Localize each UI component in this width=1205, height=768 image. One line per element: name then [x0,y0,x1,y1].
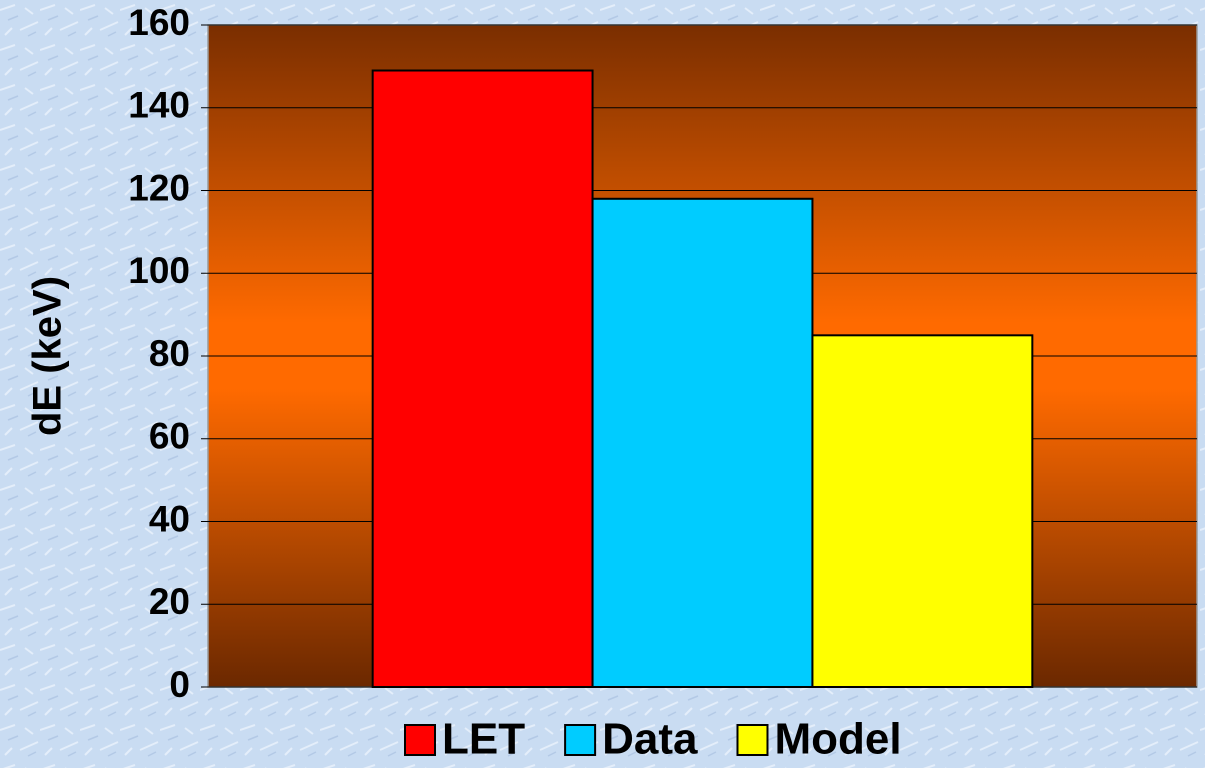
y-tick-label: 100 [128,250,190,291]
bar [371,69,594,688]
y-tick-label: 60 [149,416,190,457]
legend-label: Data [602,715,698,764]
bar [811,334,1034,688]
y-tick-label: 40 [149,498,190,539]
y-tick-label: 20 [149,581,190,622]
bar [591,197,814,688]
y-tick-label: 120 [128,167,190,208]
y-axis-label: dE (keV) [26,276,70,436]
legend-label: Model [774,715,901,764]
y-tick-label: 80 [149,333,190,374]
y-tick-label: 160 [128,2,190,43]
y-tick-label: 140 [128,85,190,126]
legend-swatch [564,724,597,756]
legend-swatch [736,724,769,756]
legend-label: LET [442,715,525,764]
y-tick-label: 0 [169,664,190,705]
legend-swatch [404,724,436,756]
